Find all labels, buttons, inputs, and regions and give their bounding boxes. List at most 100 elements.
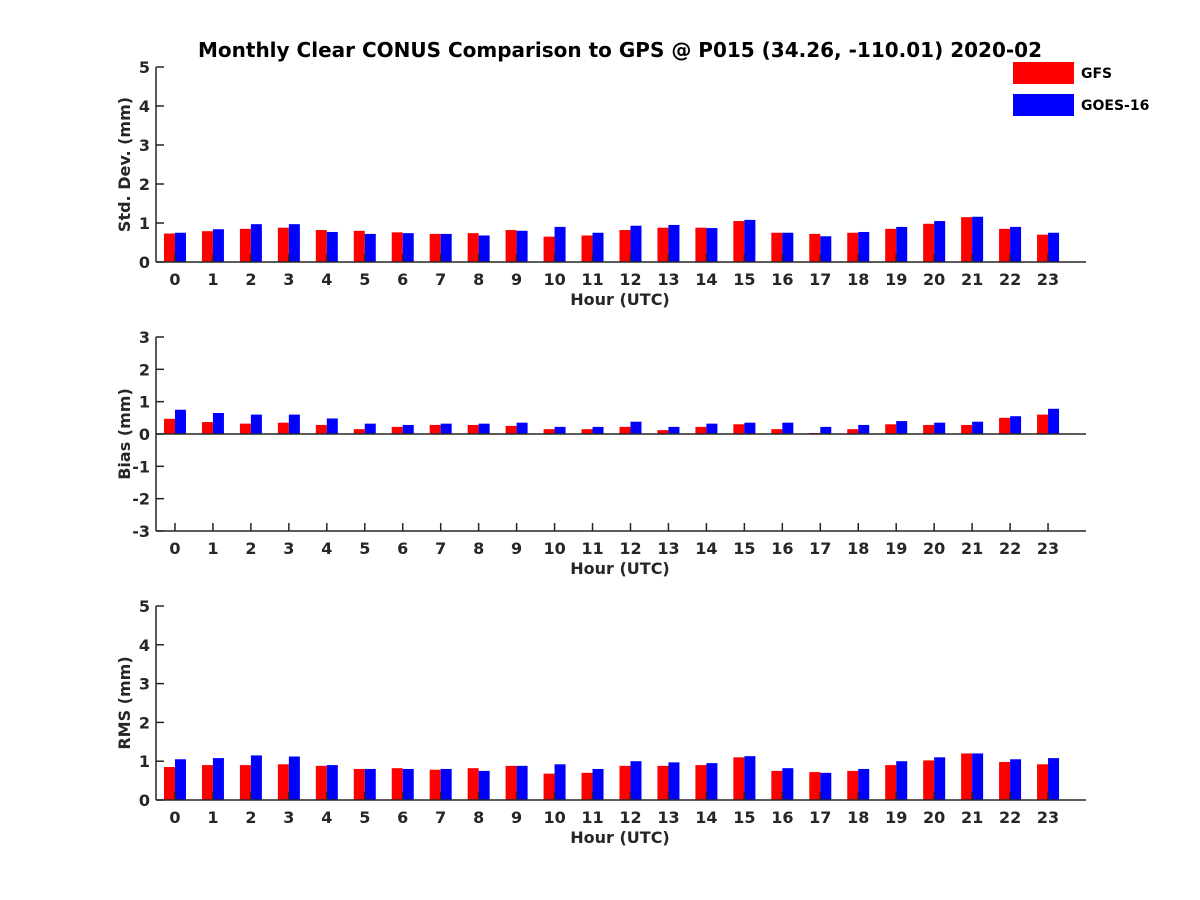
x-tick-label: 20 <box>923 539 945 558</box>
y-tick-label: 0 <box>139 253 150 272</box>
bar-goes-16-hour-16 <box>782 768 794 800</box>
bar-gfs-hour-12 <box>619 765 631 800</box>
y-tick-label: 2 <box>139 175 150 194</box>
y-tick-label: 4 <box>139 636 150 655</box>
legend: GFS GOES-16 <box>1013 62 1149 116</box>
x-tick-label: 15 <box>733 270 755 289</box>
y-axis-label: Std. Dev. (mm) <box>115 97 134 232</box>
y-tick-label: 3 <box>139 675 150 694</box>
x-axis-label: Hour (UTC) <box>570 828 670 847</box>
bar-gfs-hour-2 <box>239 423 251 434</box>
x-tick-label: 23 <box>1037 539 1059 558</box>
x-tick-label: 14 <box>695 270 717 289</box>
bar-gfs-hour-5 <box>353 429 365 434</box>
bar-goes-16-hour-13 <box>668 426 680 434</box>
bar-gfs-hour-16 <box>771 232 783 262</box>
bar-goes-16-hour-5 <box>364 768 376 800</box>
bar-gfs-hour-12 <box>619 426 631 434</box>
x-tick-label: 1 <box>207 808 218 827</box>
x-tick-label: 22 <box>999 539 1021 558</box>
bar-gfs-hour-3 <box>277 227 289 262</box>
y-tick-label: -3 <box>132 522 150 541</box>
bar-goes-16-hour-3 <box>288 224 300 262</box>
bar-gfs-hour-6 <box>391 232 403 262</box>
x-tick-label: 16 <box>771 539 793 558</box>
y-tick-label: 2 <box>139 713 150 732</box>
bar-gfs-hour-1 <box>201 422 213 434</box>
x-tick-label: 12 <box>619 808 641 827</box>
bar-goes-16-hour-7 <box>440 423 452 434</box>
x-tick-label: 10 <box>543 270 565 289</box>
bar-gfs-hour-18 <box>847 232 859 262</box>
x-tick-label: 20 <box>923 808 945 827</box>
x-tick-label: 18 <box>847 808 869 827</box>
x-tick-label: 6 <box>397 270 408 289</box>
chart-title: Monthly Clear CONUS Comparison to GPS @ … <box>198 38 1042 62</box>
bar-goes-16-hour-2 <box>250 414 262 434</box>
bar-goes-16-hour-16 <box>782 232 794 262</box>
x-tick-label: 17 <box>809 808 831 827</box>
bar-goes-16-hour-14 <box>706 228 718 262</box>
x-tick-label: 19 <box>885 539 907 558</box>
bar-goes-16-hour-5 <box>364 233 376 262</box>
x-tick-label: 21 <box>961 270 983 289</box>
bar-goes-16-hour-16 <box>782 422 794 434</box>
bar-gfs-hour-11 <box>581 429 593 434</box>
bar-gfs-hour-18 <box>847 429 859 434</box>
bar-goes-16-hour-19 <box>896 226 908 262</box>
bar-goes-16-hour-6 <box>402 233 414 262</box>
x-tick-label: 13 <box>657 270 679 289</box>
bar-goes-16-hour-13 <box>668 762 680 800</box>
bar-gfs-hour-14 <box>695 765 707 800</box>
bar-gfs-hour-4 <box>315 765 327 800</box>
bar-gfs-hour-8 <box>467 233 479 262</box>
y-tick-label: 0 <box>139 425 150 444</box>
bar-goes-16-hour-20 <box>934 221 946 262</box>
x-tick-label: 9 <box>511 270 522 289</box>
bar-gfs-hour-11 <box>581 772 593 800</box>
bar-goes-16-hour-15 <box>744 422 756 434</box>
bar-gfs-hour-14 <box>695 426 707 434</box>
x-axis-label: Hour (UTC) <box>570 559 670 578</box>
x-tick-label: 8 <box>473 539 484 558</box>
bar-gfs-hour-17 <box>809 772 821 800</box>
bar-gfs-hour-1 <box>201 231 213 262</box>
bar-gfs-hour-22 <box>999 417 1011 434</box>
bar-gfs-hour-15 <box>733 757 745 800</box>
bar-gfs-hour-9 <box>505 765 517 800</box>
bar-goes-16-hour-3 <box>288 414 300 434</box>
bar-gfs-hour-20 <box>923 424 935 434</box>
bar-gfs-hour-15 <box>733 424 745 434</box>
bar-goes-16-hour-22 <box>1010 226 1022 262</box>
x-axis-label: Hour (UTC) <box>570 290 670 309</box>
bar-gfs-hour-7 <box>429 769 441 800</box>
bar-goes-16-hour-10 <box>554 764 566 800</box>
x-tick-label: 11 <box>581 270 603 289</box>
x-tick-label: 3 <box>283 539 294 558</box>
bar-goes-16-hour-10 <box>554 426 566 434</box>
legend-swatch-gfs <box>1013 62 1074 84</box>
x-tick-label: 23 <box>1037 808 1059 827</box>
bar-goes-16-hour-18 <box>858 231 870 262</box>
bar-goes-16-hour-19 <box>896 761 908 800</box>
bar-gfs-hour-21 <box>961 424 973 434</box>
bar-gfs-hour-5 <box>353 768 365 800</box>
bar-goes-16-hour-4 <box>326 765 338 800</box>
y-axis-label: RMS (mm) <box>115 656 134 749</box>
bar-gfs-hour-21 <box>961 753 973 800</box>
bar-goes-16-hour-8 <box>478 235 490 262</box>
x-tick-label: 10 <box>543 808 565 827</box>
x-tick-label: 12 <box>619 539 641 558</box>
x-tick-label: 4 <box>321 270 332 289</box>
bar-gfs-hour-22 <box>999 228 1011 262</box>
bar-goes-16-hour-0 <box>174 409 186 434</box>
bar-gfs-hour-3 <box>277 422 289 434</box>
x-tick-label: 21 <box>961 808 983 827</box>
bar-goes-16-hour-17 <box>820 772 832 800</box>
bar-goes-16-hour-9 <box>516 765 528 800</box>
x-tick-label: 4 <box>321 808 332 827</box>
bar-gfs-hour-22 <box>999 761 1011 800</box>
